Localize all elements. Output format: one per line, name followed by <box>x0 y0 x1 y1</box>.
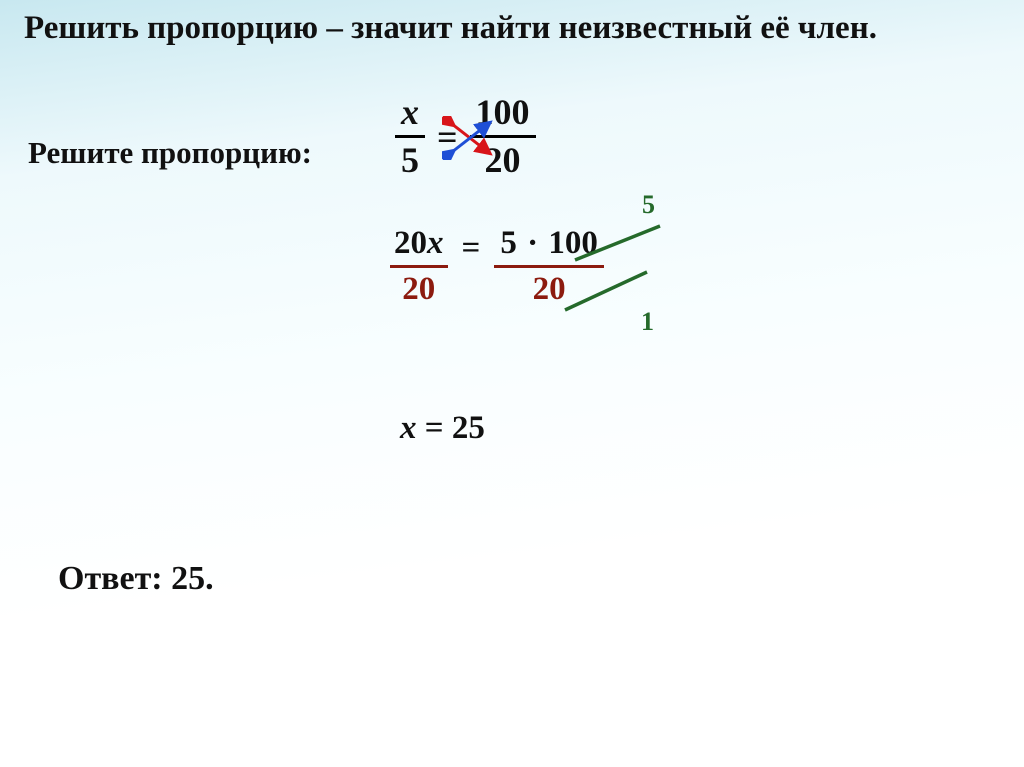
coef-20: 20 <box>394 225 427 261</box>
cancel-annotation-top: 5 <box>642 190 655 220</box>
definition-title: Решить пропорцию – значит найти неизвест… <box>24 8 877 49</box>
cancel-annotation-bottom: 1 <box>641 307 654 337</box>
task-prompt: Решите пропорцию: <box>28 135 312 171</box>
result-line: x = 25 <box>400 410 485 447</box>
solving-step: 20x 20 = 5 · 100 20 <box>390 225 604 308</box>
answer-value: 25. <box>171 560 214 597</box>
factor-5: 5 <box>500 225 517 261</box>
numerator-x: x <box>395 92 425 133</box>
equals-sign: = <box>452 230 491 303</box>
result-var: x <box>400 410 417 446</box>
fraction-bar <box>470 135 536 138</box>
numerator-100: 100 <box>470 92 536 133</box>
answer-label: Ответ: <box>58 560 171 597</box>
dot-operator: · <box>525 225 540 261</box>
denominator-20: 20 <box>494 268 604 308</box>
step-left-fraction: 20x 20 <box>390 225 448 308</box>
proportion-equation: x 5 = 100 20 <box>395 92 536 182</box>
factor-100: 100 <box>548 225 598 261</box>
denominator-5: 5 <box>395 140 425 181</box>
fraction-bar <box>395 135 425 138</box>
denominator-20: 20 <box>470 140 536 181</box>
denominator-20: 20 <box>390 268 448 308</box>
result-value: 25 <box>452 410 485 446</box>
fraction-left: x 5 <box>395 92 425 182</box>
step-right-fraction: 5 · 100 20 <box>494 225 604 308</box>
result-eq: = <box>417 410 452 446</box>
equals-sign: = <box>429 116 466 158</box>
fraction-right: 100 20 <box>470 92 536 182</box>
answer-line: Ответ: 25. <box>58 560 214 598</box>
var-x: x <box>427 225 444 261</box>
